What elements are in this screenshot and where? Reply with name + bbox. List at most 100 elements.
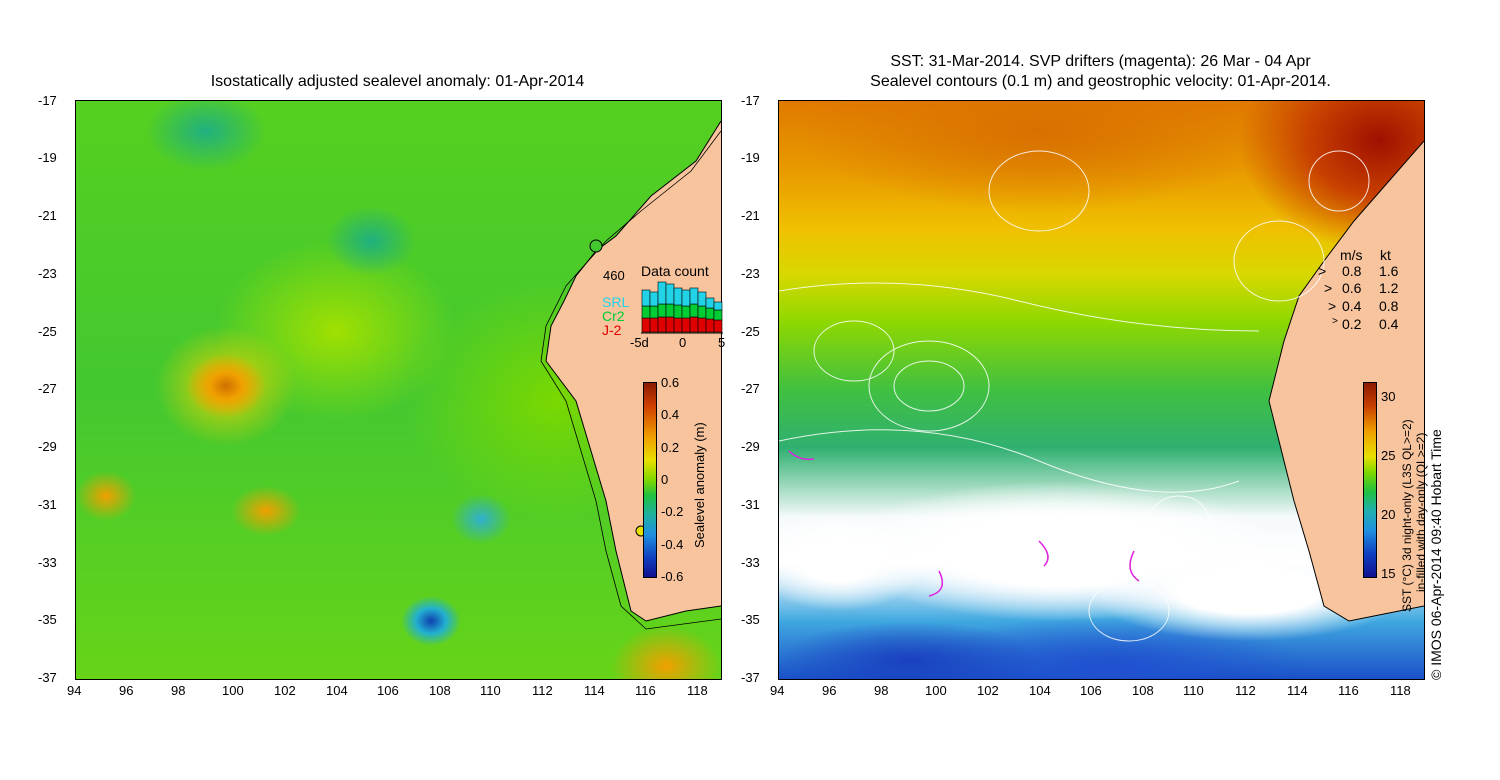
arrow-icon: > [1318,263,1327,279]
australia-land [1269,101,1424,621]
arrow-icon: > [1324,280,1333,296]
x-tick: 112 [1235,683,1256,698]
right-map-title-line1: SST: 31-Mar-2014. SVP drifters (magenta)… [890,53,1311,70]
copyright-notice: © IMOS 06-Apr-2014 09:40 Hobart Time [1428,429,1444,680]
right-map-title-line2: Sealevel contours (0.1 m) and geostrophi… [870,73,1331,90]
sst-land-overlay [779,101,1424,642]
x-tick: 96 [119,683,134,698]
y-tick: -29 [741,439,760,454]
data-count-title: Data count [641,263,709,279]
x-tick: 98 [874,683,889,698]
colorbar-tick: -0.4 [661,537,684,552]
x-tick: 98 [171,683,186,698]
colorbar-tick: 0.2 [661,440,680,455]
colorbar-tick: 0.4 [661,407,680,422]
y-tick: -35 [38,612,57,627]
tide-gauge-marker [589,239,603,253]
histogram-x-tick: -5d [630,335,649,350]
sst-colorbar-label-line1: SST (°C) 3d night-only (L3S QL>=2) [1400,419,1414,612]
x-tick: 112 [532,683,553,698]
y-tick: -33 [38,555,57,570]
colorbar-tick: 15 [1381,566,1396,581]
arrow-icon: > [1332,316,1338,327]
sst-colorbar-label-line2: in-filled with day-only (QL>=2) [1414,432,1428,592]
x-tick: 118 [1390,683,1411,698]
velocity-legend-ms-header: m/s [1340,247,1363,263]
left-map-title: Isostatically adjusted sealevel anomaly:… [210,73,585,90]
velocity-ms: 0.8 [1342,263,1362,279]
velocity-legend-kt-header: kt [1380,247,1391,263]
x-tick: 118 [687,683,708,698]
x-tick: 102 [274,683,296,698]
y-tick: -25 [38,324,57,339]
velocity-ms: 0.6 [1342,280,1362,296]
x-tick: 100 [222,683,244,698]
y-tick: -33 [741,555,760,570]
y-tick: -35 [741,612,760,627]
shelf-contour [540,130,721,630]
arrow-icon: > [1328,298,1337,314]
ssha-colorbar [643,382,657,578]
x-tick: 104 [326,683,348,698]
y-tick: -19 [38,150,57,165]
colorbar-tick: 30 [1381,389,1396,404]
velocity-ms: 0.2 [1342,316,1362,332]
y-tick: -27 [741,381,760,396]
x-tick: 116 [1338,683,1359,698]
ssha-map[interactable] [75,100,722,680]
y-tick: -31 [741,497,760,512]
y-tick: -27 [38,381,57,396]
colorbar-tick: 0 [661,472,669,487]
y-tick: -37 [38,670,57,685]
velocity-kt: 1.2 [1379,280,1399,296]
colorbar-tick: 25 [1381,448,1396,463]
y-tick: -29 [38,439,57,454]
sealevel-contours [779,150,1370,642]
y-tick: -21 [741,208,760,223]
ssha-colorbar-label: Sealevel anomaly (m) [692,422,707,548]
colorbar-tick: 20 [1381,507,1396,522]
x-tick: 102 [977,683,999,698]
velocity-kt: 0.8 [1379,298,1399,314]
ssha-land-overlay [540,120,721,630]
colorbar-tick: 0.6 [661,375,680,390]
satellite-label-cr2: Cr2 [602,308,625,324]
y-tick: -21 [38,208,57,223]
data-count-histogram [641,281,723,334]
coastline [1268,140,1424,622]
x-tick: 110 [1183,683,1204,698]
x-tick: 104 [1029,683,1051,698]
x-tick: 96 [822,683,837,698]
sst-map[interactable] [778,100,1425,680]
x-tick: 100 [925,683,947,698]
data-count-max: 460 [603,268,625,283]
x-tick: 106 [1080,683,1102,698]
velocity-kt: 0.4 [1379,316,1399,332]
x-tick: 114 [1287,683,1308,698]
x-tick: 106 [377,683,399,698]
x-tick: 94 [770,683,785,698]
x-tick: 108 [1132,683,1154,698]
australia-land [546,121,721,621]
svp-drifter-tracks [788,450,1140,597]
x-tick: 114 [584,683,605,698]
x-tick: 108 [429,683,451,698]
velocity-ms: 0.4 [1342,298,1362,314]
y-tick: -37 [741,670,760,685]
sst-colorbar [1363,382,1377,578]
y-tick: -19 [741,150,760,165]
colorbar-tick: -0.2 [661,504,684,519]
satellite-label-j2: J-2 [602,322,622,338]
y-tick: -17 [38,93,57,108]
x-tick: 94 [67,683,82,698]
histogram-x-tick: 5 [718,335,726,350]
colorbar-tick: -0.6 [661,569,684,584]
x-tick: 110 [480,683,501,698]
y-tick: -25 [741,324,760,339]
y-tick: -23 [741,266,760,281]
histogram-x-tick: 0 [679,335,687,350]
y-tick: -31 [38,497,57,512]
satellite-label-srl: SRL [602,294,630,310]
velocity-kt: 1.6 [1379,263,1399,279]
y-tick: -23 [38,266,57,281]
